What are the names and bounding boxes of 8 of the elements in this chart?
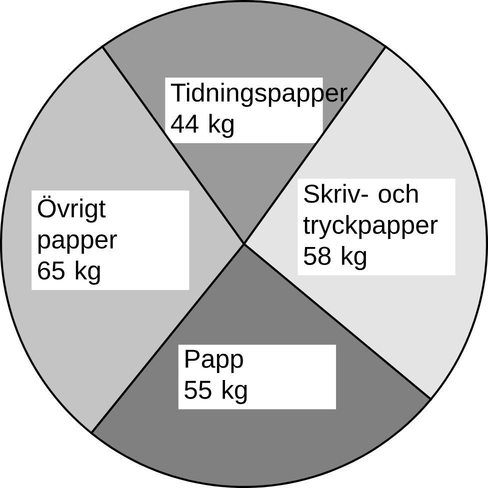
- data-label: 55 kg: [184, 380, 247, 404]
- data-label: 58 kg: [304, 246, 366, 270]
- slice-label: Skriv- och tryckpapper: [303, 184, 438, 240]
- slice-label: Papp: [186, 350, 243, 374]
- slice-label: Tidningspapper: [170, 82, 348, 107]
- data-label: 65 kg: [38, 260, 100, 285]
- slice-label: Övrigt papper: [38, 196, 117, 254]
- data-label: 44 kg: [170, 114, 234, 138]
